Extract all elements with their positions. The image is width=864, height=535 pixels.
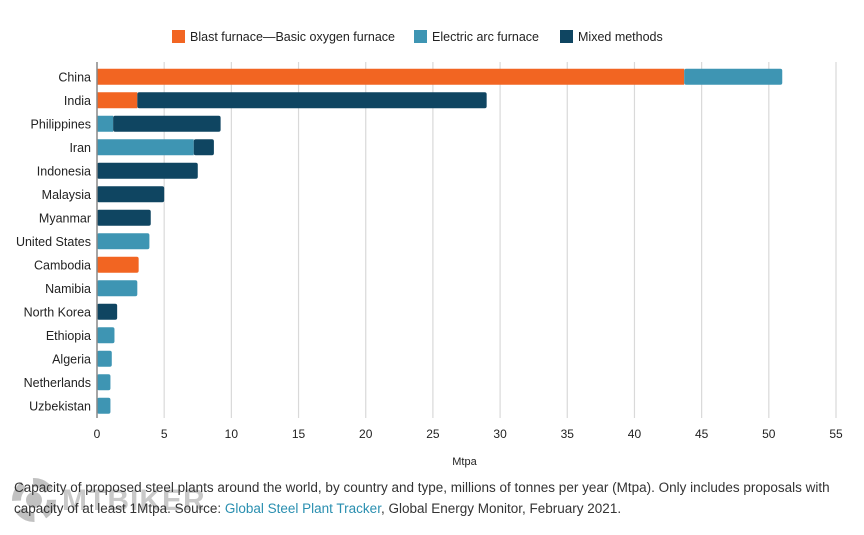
category-label: Namibia	[45, 282, 91, 296]
x-tick-label: 25	[426, 427, 440, 441]
bar-segment	[97, 256, 139, 273]
legend-swatch	[172, 30, 185, 43]
bar-segment	[97, 186, 165, 203]
x-tick-label: 50	[762, 427, 776, 441]
bar-segment	[97, 350, 112, 367]
x-tick-label: 35	[561, 427, 575, 441]
x-tick-label: 45	[695, 427, 709, 441]
bar-segment	[97, 68, 685, 85]
category-label: Myanmar	[39, 211, 91, 225]
stacked-bar-chart: Blast furnace—Basic oxygen furnace Electr…	[16, 30, 843, 468]
category-label: Philippines	[31, 117, 91, 131]
legend-label: Blast furnace—Basic oxygen furnace	[190, 30, 395, 44]
category-label: North Korea	[24, 305, 91, 319]
category-label: China	[58, 70, 91, 84]
bar-segment	[97, 115, 114, 132]
legend: Blast furnace—Basic oxygen furnace Electr…	[172, 30, 663, 44]
category-label: Indonesia	[37, 164, 91, 178]
legend-swatch	[560, 30, 573, 43]
category-label: Cambodia	[34, 258, 91, 272]
bar-segment	[97, 233, 150, 250]
category-label: Ethiopia	[46, 329, 91, 343]
category-label: Malaysia	[42, 188, 91, 202]
bar-segment	[97, 139, 194, 156]
caption-text-before: Capacity of proposed steel plants around…	[14, 480, 830, 516]
x-tick-label: 55	[829, 427, 843, 441]
x-tick-label: 30	[493, 427, 507, 441]
bar-segment	[97, 303, 118, 320]
bar-segment	[97, 280, 138, 297]
bar-segment	[97, 162, 198, 179]
bar-segment	[97, 327, 115, 344]
category-label: Algeria	[52, 352, 91, 366]
category-labels: China India Philippines Iran Indonesia Malays…	[16, 70, 91, 413]
bar-segment	[684, 68, 783, 85]
x-axis-label: Mtpa	[452, 456, 477, 468]
category-label: India	[64, 94, 91, 108]
legend-label: Electric arc furnace	[432, 30, 539, 44]
bar-segment	[97, 374, 111, 391]
bar-segment	[113, 115, 221, 132]
bars	[97, 68, 783, 414]
bar-segment	[193, 139, 214, 156]
category-label: Uzbekistan	[29, 399, 91, 413]
x-tick-label: 0	[94, 427, 101, 441]
legend-swatch	[414, 30, 427, 43]
legend-label: Mixed methods	[578, 30, 663, 44]
category-label: Iran	[69, 141, 91, 155]
gridlines	[163, 62, 837, 418]
x-tick-label: 5	[161, 427, 168, 441]
x-tick-label: 10	[225, 427, 239, 441]
bar-segment	[137, 92, 487, 109]
x-tick-label: 15	[292, 427, 306, 441]
bar-segment	[97, 209, 151, 226]
x-tick-labels: 0 5 10 15 20 25 30 35 40 45 50 55	[94, 427, 843, 441]
figure-caption: Capacity of proposed steel plants around…	[14, 477, 854, 519]
category-label: United States	[16, 235, 91, 249]
caption-text-after: , Global Energy Monitor, February 2021.	[380, 501, 622, 516]
bar-segment	[97, 92, 138, 109]
category-label: Netherlands	[24, 376, 91, 390]
bar-segment	[97, 397, 111, 414]
x-tick-label: 40	[628, 427, 642, 441]
source-link[interactable]: Global Steel Plant Tracker	[224, 501, 381, 516]
x-tick-label: 20	[359, 427, 373, 441]
